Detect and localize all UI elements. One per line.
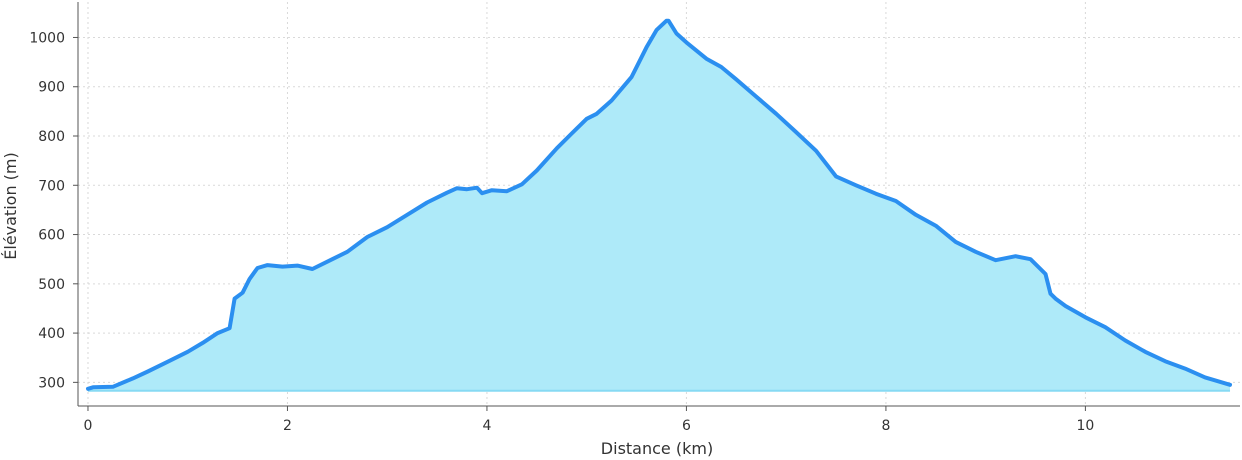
x-tick-label: 10 — [1076, 418, 1094, 434]
y-tick-label: 300 — [38, 375, 65, 391]
y-tick-label: 900 — [38, 80, 65, 96]
x-axis-title: Distance (km) — [601, 439, 713, 458]
x-tick-label: 8 — [881, 418, 890, 434]
x-tick-label: 6 — [682, 418, 691, 434]
y-tick-label: 800 — [38, 129, 65, 145]
x-tick-label: 2 — [283, 418, 292, 434]
y-tick-label: 600 — [38, 228, 65, 244]
axes: 0 2 4 6 8 10 300 400 500 600 700 800 900 1000 — [29, 2, 1240, 434]
elevation-line — [86, 18, 1232, 391]
y-axis-title: Élévation (m) — [1, 152, 20, 259]
x-tick-label: 0 — [84, 418, 93, 434]
y-tick-label: 400 — [38, 326, 65, 342]
y-tick-label: 500 — [38, 277, 65, 293]
plot-area — [86, 18, 1232, 392]
elevation-area — [88, 20, 1230, 391]
x-tick-label: 4 — [482, 418, 491, 434]
y-tick-label: 700 — [38, 178, 65, 194]
y-tick-label: 1000 — [29, 30, 65, 46]
